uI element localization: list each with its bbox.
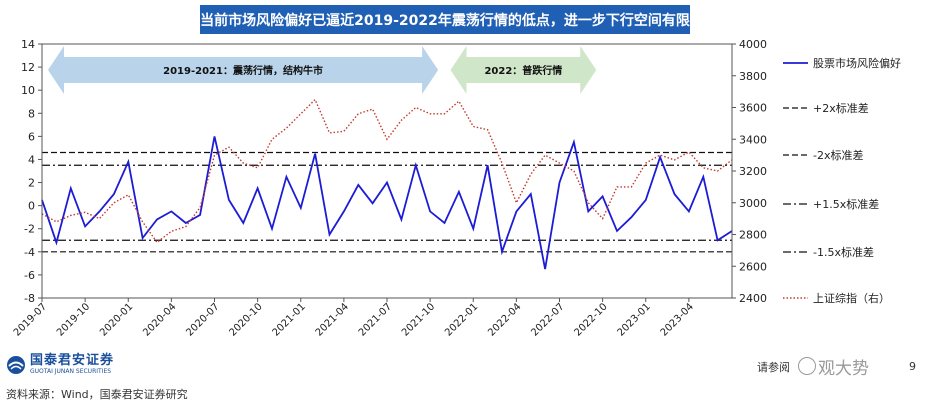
y-left-tick-label-5: 2 — [28, 177, 35, 190]
x-tick-label-4: 2020-07 — [184, 301, 221, 338]
x-tick-label-14: 2023-01 — [616, 301, 653, 338]
x-tick-label-8: 2021-07 — [357, 301, 394, 338]
y-right-tick-label-5: 3400 — [739, 133, 767, 146]
page-number: 9 — [909, 360, 916, 373]
x-tick-label-11: 2022-04 — [486, 301, 523, 338]
series-line-1 — [41, 98, 733, 244]
y-left-tick-label-4: 0 — [28, 200, 35, 213]
source-note: 资料来源：Wind，国泰君安证券研究 — [6, 388, 188, 401]
y-right-tick-label-7: 3800 — [739, 70, 767, 83]
y-left-tick-label-11: 14 — [21, 38, 35, 51]
legend-label-1: +2x标准差 — [813, 101, 869, 115]
brand-name-cn: 国泰君安证券 — [30, 353, 115, 368]
x-tick-label-12: 2022-07 — [529, 301, 566, 338]
period-label-0: 2019-2021：震荡行情，结构牛市 — [163, 64, 323, 77]
x-tick-label-15: 2023-04 — [659, 301, 696, 338]
legend-label-5: 上证综指（右） — [813, 291, 890, 305]
y-right-tick-label-1: 2600 — [739, 260, 767, 273]
y-left-tick-label-1: -6 — [24, 269, 35, 282]
y-left-tick-label-7: 6 — [28, 130, 35, 143]
period-arrows: 2019-2021：震荡行情，结构牛市 2022：普跌行情 — [48, 46, 597, 94]
x-tick-label-3: 2020-04 — [141, 301, 178, 338]
watermark: 观大势 — [818, 359, 869, 379]
reference-lines — [42, 151, 732, 253]
y-left-tick-label-0: -8 — [24, 292, 35, 305]
chart-title: 当前市场风险偏好已逼近2019-2022年震荡行情的低点，进一步下行空间有限 — [200, 5, 690, 34]
y-right-tick-label-0: 2400 — [739, 292, 767, 305]
y-left-tick-label-8: 8 — [28, 107, 35, 120]
legend-label-3: +1.5x标准差 — [813, 197, 879, 211]
x-tick-label-0: 2019-07 — [12, 301, 49, 338]
y-right-tick-label-4: 3200 — [739, 165, 767, 178]
legend: 股票市场风险偏好 +2x标准差 -2x标准差 +1.5x标准差 -1.5x标准差上证综指… — [783, 56, 901, 305]
brand-name-en: GUOTAI JUNAN SECURITIES — [30, 368, 112, 375]
y-right-tick-label-6: 3600 — [739, 102, 767, 115]
brand-logo: 国泰君安证券 GUOTAI JUNAN SECURITIES — [6, 354, 114, 376]
footer-note: 请参阅 — [757, 361, 790, 374]
x-tick-label-7: 2021-04 — [314, 301, 351, 338]
y-left-tick-label-10: 12 — [21, 61, 35, 74]
x-tick-label-13: 2022-10 — [572, 301, 609, 338]
x-tick-label-5: 2020-10 — [227, 301, 264, 338]
y-right-tick-label-3: 3000 — [739, 197, 767, 210]
y-left-tick-label-9: 10 — [21, 84, 35, 97]
x-tick-label-9: 2021-10 — [400, 301, 437, 338]
x-tick-label-1: 2019-10 — [55, 301, 92, 338]
period-arrow-1 — [450, 46, 597, 94]
legend-label-0: 股票市场风险偏好 — [813, 56, 901, 70]
y-left-tick-label-3: -2 — [24, 223, 35, 236]
legend-label-4: -1.5x标准差 — [813, 245, 874, 259]
series-lines — [41, 98, 733, 270]
x-tick-label-2: 2020-01 — [98, 301, 135, 338]
x-tick-label-10: 2022-01 — [443, 301, 480, 338]
legend-label-2: -2x标准差 — [813, 148, 863, 162]
y-left-tick-label-6: 4 — [28, 153, 35, 166]
x-tick-label-6: 2021-01 — [271, 301, 308, 338]
y-right-tick-label-8: 4000 — [739, 38, 767, 51]
period-arrow-0 — [48, 46, 439, 94]
y-left-tick-label-2: -4 — [24, 246, 35, 259]
series-line-0 — [41, 136, 733, 270]
brand-mark-icon — [7, 356, 25, 374]
period-label-1: 2022：普跌行情 — [484, 64, 562, 77]
y-right-tick-label-2: 2800 — [739, 229, 767, 242]
wechat-watermark-icon — [798, 357, 816, 375]
